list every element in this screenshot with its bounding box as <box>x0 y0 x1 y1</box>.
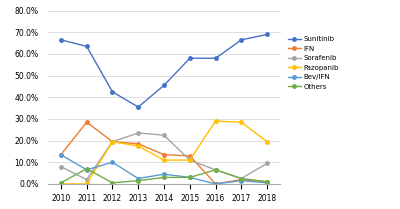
Line: Sorafenib: Sorafenib <box>59 131 269 181</box>
Sorafenib <box>187 159 192 161</box>
Sorafenib <box>162 134 166 136</box>
Bev/IFN <box>58 153 63 156</box>
Bev/IFN <box>187 176 192 179</box>
Sunitinib <box>162 84 166 87</box>
Line: Sunitinib: Sunitinib <box>59 33 269 109</box>
Legend: Sunitinib, IFN, Sorafenib, Pazopanib, Bev/IFN, Others: Sunitinib, IFN, Sorafenib, Pazopanib, Be… <box>288 36 339 90</box>
IFN <box>265 181 270 183</box>
Sunitinib <box>239 39 244 41</box>
IFN <box>239 178 244 181</box>
IFN <box>162 153 166 156</box>
IFN <box>84 121 89 124</box>
Others <box>265 181 270 183</box>
Others <box>162 176 166 179</box>
Sorafenib <box>239 177 244 180</box>
Bev/IFN <box>162 173 166 175</box>
Bev/IFN <box>213 183 218 185</box>
Others <box>136 179 141 182</box>
Others <box>110 182 115 184</box>
Pazopanib <box>162 159 166 161</box>
Pazopanib <box>213 120 218 122</box>
Others <box>84 167 89 170</box>
Sorafenib <box>58 165 63 168</box>
Pazopanib <box>265 140 270 143</box>
Pazopanib <box>58 183 63 185</box>
Others <box>213 169 218 171</box>
Line: IFN: IFN <box>59 120 269 186</box>
Sorafenib <box>136 132 141 134</box>
Sorafenib <box>213 169 218 171</box>
Sunitinib <box>136 106 141 108</box>
Sunitinib <box>187 57 192 60</box>
Sorafenib <box>110 140 115 143</box>
Bev/IFN <box>84 169 89 171</box>
Sorafenib <box>84 178 89 181</box>
Line: Bev/IFN: Bev/IFN <box>59 153 269 186</box>
IFN <box>58 153 63 156</box>
Others <box>58 182 63 184</box>
Others <box>239 177 244 180</box>
Bev/IFN <box>136 177 141 180</box>
Sunitinib <box>213 57 218 60</box>
Sunitinib <box>58 39 63 41</box>
Pazopanib <box>136 145 141 147</box>
Line: Others: Others <box>59 167 269 185</box>
Sorafenib <box>265 162 270 165</box>
Pazopanib <box>187 159 192 161</box>
Pazopanib <box>239 121 244 124</box>
Pazopanib <box>84 183 89 185</box>
IFN <box>136 143 141 145</box>
IFN <box>213 183 218 185</box>
Sunitinib <box>265 33 270 36</box>
Sunitinib <box>84 45 89 48</box>
Bev/IFN <box>239 179 244 182</box>
Pazopanib <box>110 140 115 143</box>
IFN <box>187 154 192 157</box>
Bev/IFN <box>265 182 270 184</box>
Sunitinib <box>110 90 115 93</box>
Bev/IFN <box>110 161 115 163</box>
Others <box>187 176 192 179</box>
IFN <box>110 140 115 143</box>
Line: Pazopanib: Pazopanib <box>59 119 269 186</box>
